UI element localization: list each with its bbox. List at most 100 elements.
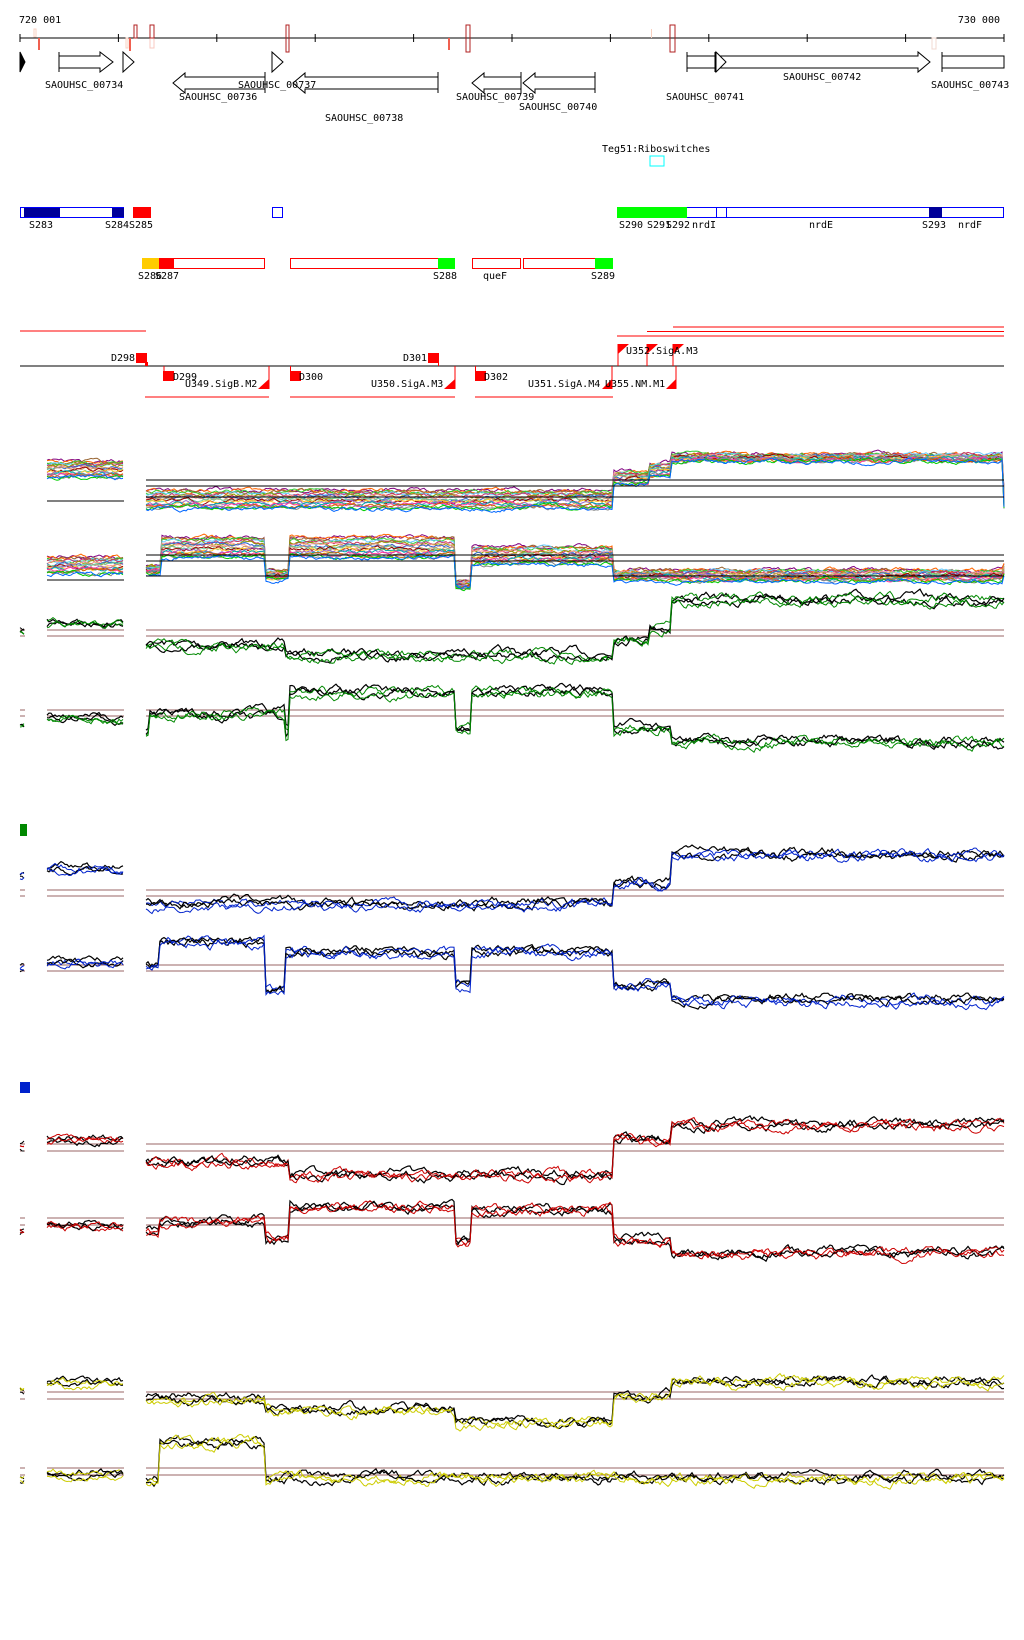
- segment-label: nrdE: [809, 220, 833, 231]
- red-panel-2: [19, 1198, 1005, 1265]
- promoter-D300[interactable]: [290, 371, 301, 381]
- riboswitch-label: Teg51:Riboswitches: [602, 144, 710, 155]
- gene-SAOUHSC_00738[interactable]: [292, 71, 439, 95]
- profile-trace: [145, 1203, 1005, 1265]
- gene-SAOUHSC_00739[interactable]: [471, 71, 522, 95]
- profile-trace: [19, 1480, 25, 1484]
- gene-label: SAOUHSC_00742: [783, 72, 861, 83]
- promoter-label: U352.SigA.M3: [626, 346, 698, 357]
- promoter-D298[interactable]: [136, 353, 147, 363]
- segment-S290-S292[interactable]: [617, 207, 687, 218]
- segment-S285[interactable]: [133, 207, 151, 218]
- profile-trace: [19, 968, 25, 971]
- gene-SAOUHSC_00734[interactable]: [58, 50, 114, 74]
- segment-queF[interactable]: [472, 258, 521, 269]
- segment-label: S285: [129, 220, 153, 231]
- profile-trace: [145, 453, 1005, 503]
- profile-trace: [19, 872, 25, 875]
- gene-label: SAOUHSC_00737: [238, 80, 316, 91]
- gene-label: SAOUHSC_00738: [325, 113, 403, 124]
- profile-trace: [19, 724, 25, 728]
- profile-trace: [46, 865, 124, 877]
- segment-label: S291: [647, 220, 671, 231]
- promoter-label: D298: [111, 353, 135, 364]
- profile-trace: [46, 553, 124, 561]
- segment-S283[interactable]: [24, 208, 60, 217]
- gene-label: SAOUHSC_00741: [666, 92, 744, 103]
- promoter-stem: [145, 362, 148, 366]
- riboswitch-box[interactable]: [649, 155, 665, 167]
- segment-S286[interactable]: [142, 258, 159, 269]
- axis-ticks: [19, 34, 1005, 42]
- green-panel-2: [19, 682, 1005, 753]
- profile-trace: [145, 1198, 1005, 1263]
- gene-SAOUHSC_00740[interactable]: [522, 71, 596, 95]
- gene-label: SAOUHSC_00736: [179, 92, 257, 103]
- red-panel-1: [19, 1114, 1005, 1186]
- blue-panel-1: [19, 844, 1005, 915]
- profile-trace: [145, 1119, 1005, 1184]
- profile-trace: [145, 1433, 1005, 1485]
- multi-profile-panel-1: [46, 449, 1005, 513]
- gene-SAOUHSC_00741[interactable]: [686, 52, 716, 72]
- profile-trace: [145, 1377, 1005, 1432]
- promoter-U349[interactable]: [258, 379, 269, 389]
- profile-trace: [46, 1222, 124, 1232]
- partial-gene-arrow[interactable]: [19, 51, 26, 73]
- gene-arrow-small[interactable]: [122, 50, 135, 74]
- green-condition-swatch: [20, 824, 27, 836]
- profile-trace: [145, 1435, 1005, 1490]
- profile-trace: [19, 627, 25, 631]
- promoter-D299[interactable]: [163, 371, 174, 381]
- marker: [465, 24, 471, 53]
- gene-SAOUHSC_00743[interactable]: [941, 52, 1005, 72]
- segment-outline[interactable]: [290, 258, 455, 269]
- profile-trace: [46, 559, 124, 567]
- profile-trace: [145, 938, 1005, 1011]
- profile-trace: [145, 1375, 1005, 1430]
- gene-SAOUHSC_00736[interactable]: [172, 71, 266, 95]
- segment-label: nrdF: [958, 220, 982, 231]
- marker: [669, 24, 676, 53]
- profile-trace: [145, 457, 1005, 513]
- segment-S287[interactable]: [159, 258, 174, 269]
- profile-trace: [145, 588, 1005, 661]
- marker: [651, 29, 652, 38]
- segment-box[interactable]: [272, 207, 283, 218]
- segment-S288[interactable]: [438, 258, 455, 269]
- profile-trace: [46, 1469, 124, 1482]
- profile-trace: [46, 557, 124, 563]
- profile-trace: [46, 571, 124, 578]
- profile-trace: [145, 595, 1005, 666]
- promoter-D302[interactable]: [475, 371, 486, 381]
- promoter-U354[interactable]: [673, 344, 684, 354]
- blue-panel-2: [19, 934, 1005, 1011]
- coordinate-axis: 720 001 730 000: [19, 15, 1005, 53]
- promoter-U353[interactable]: [647, 344, 658, 354]
- marker: [149, 24, 155, 49]
- profile-trace: [46, 862, 124, 875]
- promoter-U355[interactable]: [666, 379, 676, 389]
- profile-trace: [46, 1380, 124, 1391]
- segment-S289[interactable]: [595, 258, 613, 269]
- segment-row-1: S283 S284 S285 S290 S291 S292 nrdI nrdE …: [20, 207, 1004, 231]
- segment-S293[interactable]: [929, 207, 942, 218]
- profile-trace: [46, 1468, 124, 1478]
- marker: [448, 38, 450, 50]
- promoter-D301[interactable]: [428, 353, 439, 363]
- profile-trace: [46, 711, 124, 722]
- profile-trace: [46, 1136, 124, 1145]
- expression-profiles: [19, 449, 1005, 1490]
- gene-SAOUHSC_00742[interactable]: [715, 50, 931, 74]
- profile-trace: [19, 962, 25, 966]
- profile-trace: [145, 1114, 1005, 1180]
- promoter-label: D300: [299, 372, 323, 383]
- gene-arrow-small[interactable]: [271, 50, 284, 74]
- profile-trace: [145, 936, 1005, 1005]
- promoter-label: D299: [173, 372, 197, 383]
- promoter-U351[interactable]: [602, 379, 612, 389]
- profile-trace: [19, 1231, 25, 1234]
- segment-S284[interactable]: [112, 208, 124, 217]
- promoter-U350[interactable]: [444, 379, 455, 389]
- promoter-U352[interactable]: [618, 344, 629, 354]
